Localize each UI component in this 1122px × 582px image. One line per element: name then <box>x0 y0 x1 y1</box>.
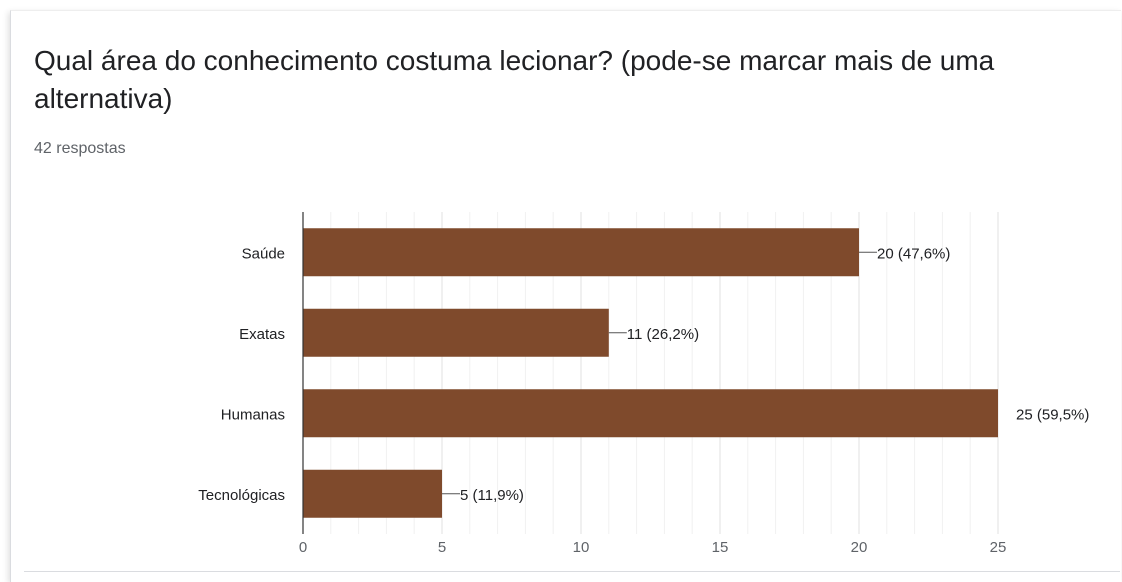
data-label: 11 (26,2%) <box>627 326 699 343</box>
data-label: 20 (47,6%) <box>877 245 950 262</box>
question-card <box>10 10 1121 582</box>
x-tick-label: 5 <box>438 539 446 556</box>
x-tick-label: 0 <box>299 539 307 556</box>
labels: 20 (47,6%) Saúde 11 (26,2%) Exatas 25 (59,5%… <box>198 245 1089 504</box>
x-tick-label: 25 <box>990 539 1007 556</box>
bar-1 <box>303 308 609 357</box>
bars <box>303 228 998 518</box>
category-label: Exatas <box>239 326 285 343</box>
bar-3 <box>303 469 442 518</box>
data-label: 25 (59,5%) <box>1016 406 1089 423</box>
category-label: Tecnológicas <box>198 487 285 504</box>
x-tick-label: 20 <box>851 539 868 556</box>
data-label: 5 (11,9%) <box>460 487 524 504</box>
response-count: 42 respostas <box>34 140 126 157</box>
category-label: Humanas <box>221 406 285 423</box>
card-divider <box>24 571 1120 572</box>
bar-0 <box>303 228 859 277</box>
question-title: Qual área do conhecimento costuma lecion… <box>34 45 995 114</box>
x-tick-label: 15 <box>712 539 729 556</box>
bar-2 <box>303 389 998 438</box>
category-label: Saúde <box>242 245 285 262</box>
axes: 0 5 10 15 20 25 <box>299 212 1007 556</box>
x-tick-label: 10 <box>573 539 590 556</box>
